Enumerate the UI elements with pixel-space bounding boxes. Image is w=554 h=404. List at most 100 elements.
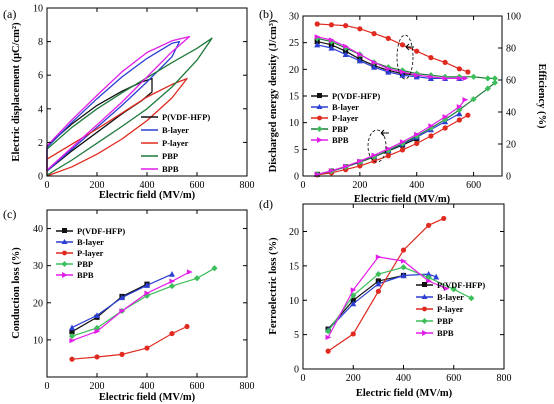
y-tick-label: 30 bbox=[33, 261, 43, 272]
y2-tick-label: 0 bbox=[506, 172, 511, 183]
legend-b-label-pvdf: P(VDF-HFP) bbox=[332, 91, 380, 101]
legend-b-marker-p bbox=[317, 115, 322, 121]
y2-tick-label: 60 bbox=[506, 76, 516, 87]
efficiency-point-p-layer bbox=[385, 35, 391, 42]
y-tick-label: 10 bbox=[289, 118, 299, 129]
legend-c-label-b: B-layer bbox=[77, 237, 104, 247]
legend-b-label-p: P-layer bbox=[332, 113, 359, 123]
legend-d-label-bpb: BPB bbox=[437, 328, 454, 338]
efficiency-point-pbp bbox=[342, 44, 349, 52]
point-p-layer bbox=[94, 354, 100, 360]
efficiency-point-b-layer bbox=[356, 57, 363, 64]
x-tick-label: 800 bbox=[497, 373, 512, 384]
efficiency-point-bpb bbox=[343, 43, 349, 49]
panel-c-plot-area bbox=[68, 265, 218, 362]
point-bpb bbox=[119, 308, 126, 314]
panel-d-plot-area bbox=[325, 215, 475, 354]
x-tick-label: 400 bbox=[396, 373, 411, 384]
panel-d: (d) 0 200 400 600 800 0 5 10 15 20 Electric field… bbox=[259, 197, 512, 399]
point-b-layer bbox=[169, 271, 175, 277]
legend-d-label-pvdf: P(VDF-HFP) bbox=[437, 280, 485, 290]
legend-d-marker-pbp bbox=[421, 318, 428, 324]
loop-p-layer bbox=[46, 77, 188, 177]
point-p-layer bbox=[119, 351, 125, 357]
efficiency-point-pbp bbox=[470, 73, 477, 80]
efficiency-point-p-layer bbox=[465, 69, 471, 75]
x-tick-label: 200 bbox=[346, 373, 361, 384]
legend-a-label-bpb: BPB bbox=[162, 164, 179, 174]
point-b-layer bbox=[119, 294, 125, 301]
y-tick-label: 20 bbox=[33, 298, 43, 309]
y-tick-label: 6 bbox=[38, 71, 43, 82]
y-tick-label: 15 bbox=[289, 92, 299, 103]
point-bpb bbox=[325, 334, 332, 340]
y-tick-label: 8 bbox=[38, 37, 43, 48]
energy-point-pbp bbox=[484, 85, 491, 92]
energy-point-pbp bbox=[456, 106, 463, 113]
legend-c-marker-p bbox=[62, 250, 67, 256]
line-bpb bbox=[71, 271, 190, 342]
point-p-layer bbox=[144, 345, 150, 351]
panel-a-xlabel: Electric field (MV/m) bbox=[99, 190, 196, 201]
point-pbp bbox=[325, 328, 332, 335]
point-bpb bbox=[169, 278, 176, 284]
point-p-layer bbox=[426, 222, 432, 228]
point-pbp bbox=[168, 282, 176, 290]
energy-point-pbp bbox=[491, 79, 498, 86]
point-pbp bbox=[400, 264, 407, 271]
panel-b-y2label: Efficiency (%) bbox=[536, 63, 547, 129]
legend-d-marker-p bbox=[422, 306, 427, 312]
y-tick-label: 20 bbox=[289, 65, 299, 76]
point-b-layer bbox=[350, 300, 357, 307]
energy-point-bpb bbox=[428, 123, 435, 129]
efficiency-point-p-vdf-hfp bbox=[328, 42, 335, 48]
legend-b-marker-pvdf bbox=[317, 93, 322, 98]
point-p-layer bbox=[325, 348, 331, 354]
efficiency-point-bpb bbox=[462, 75, 469, 81]
energy-point-pbp bbox=[470, 96, 477, 103]
point-p-layer bbox=[350, 331, 356, 337]
legend-c-label-bpb: BPB bbox=[77, 270, 94, 280]
energy-point-p-layer bbox=[456, 117, 462, 123]
y-tick-label: 20 bbox=[289, 227, 299, 238]
efficiency-point-b-layer bbox=[328, 44, 335, 51]
x-tick-label: 400 bbox=[409, 180, 424, 191]
y-tick-label: 5 bbox=[294, 330, 299, 341]
y2-tick-label: 100 bbox=[506, 12, 521, 23]
x-tick-label: 800 bbox=[240, 381, 255, 392]
legend-b-marker-b bbox=[316, 104, 323, 109]
legend-c-marker-b bbox=[61, 239, 68, 244]
x-tick-label: 400 bbox=[140, 381, 155, 392]
efficiency-point-p-layer bbox=[314, 21, 320, 27]
panel-a-plot-area bbox=[46, 35, 213, 177]
panel-b: (b) 0 200 400 600 0 5 10 15 20 25 30 0 20 40 60 80 100 E… bbox=[259, 7, 547, 205]
point-bpb bbox=[400, 258, 407, 264]
point-bpb bbox=[375, 254, 382, 260]
x-tick-label: 200 bbox=[90, 180, 105, 191]
energy-point-p-layer bbox=[357, 163, 363, 169]
point-pbp bbox=[193, 275, 201, 282]
panel-b-left-arrow-icon-2 bbox=[380, 129, 389, 137]
panel-c-ylabel: Conduction loss (%) bbox=[11, 247, 22, 339]
energy-point-p-layer bbox=[442, 125, 448, 131]
legend-d-label-p: P-layer bbox=[437, 304, 464, 314]
efficiency-point-pbp bbox=[442, 73, 449, 80]
legend-b-label-pbp: PBP bbox=[332, 124, 348, 134]
y-tick-label: 10 bbox=[33, 4, 43, 15]
panel-b-efficiency-group-marker bbox=[396, 34, 414, 80]
x-tick-label: 0 bbox=[45, 180, 50, 191]
efficiency-point-p-layer bbox=[357, 26, 363, 32]
legend-a-label-p: P-layer bbox=[162, 138, 189, 148]
panel-c-letter: (c) bbox=[3, 207, 16, 221]
legend-c-marker-bpb bbox=[62, 272, 68, 278]
panel-d-letter: (d) bbox=[259, 197, 273, 211]
energy-point-pbp bbox=[442, 116, 449, 123]
y-tick-label: 5 bbox=[294, 145, 299, 156]
point-p-layer bbox=[169, 330, 175, 337]
efficiency-point-bpb bbox=[385, 66, 392, 72]
legend-d-label-b: B-layer bbox=[437, 292, 464, 302]
x-tick-label: 0 bbox=[45, 381, 50, 392]
efficiency-point-bpb bbox=[314, 34, 321, 40]
energy-point-bpb bbox=[371, 152, 378, 158]
point-bpb bbox=[186, 269, 193, 275]
